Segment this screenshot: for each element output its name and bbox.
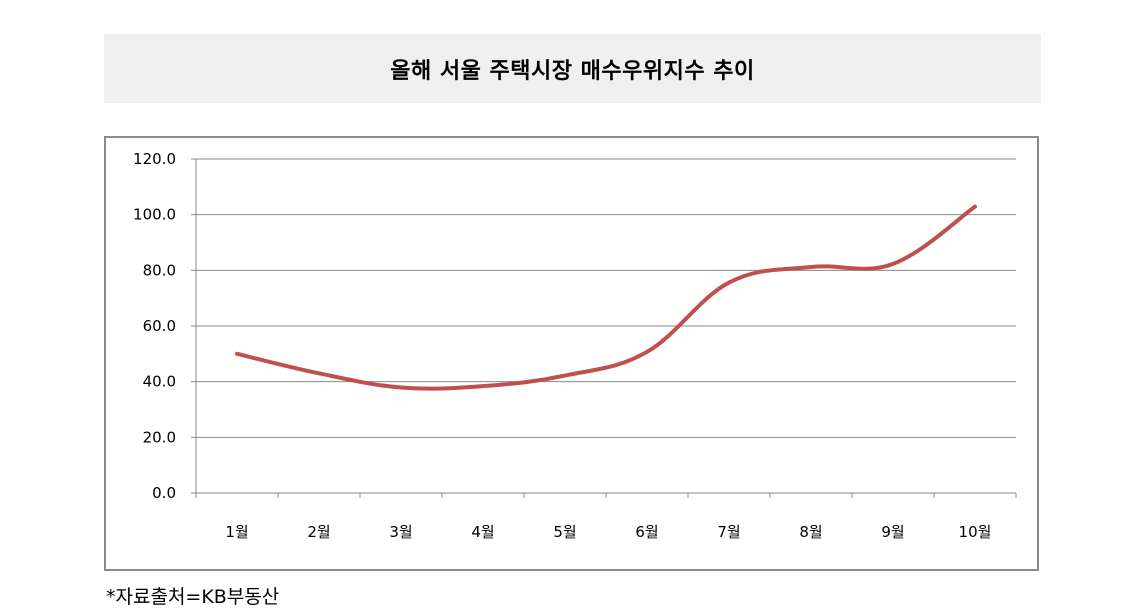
x-tick-label: 2월 (307, 523, 330, 541)
y-tick-label: 40.0 (143, 373, 176, 391)
line-chart: 0.0 20.0 40.0 60.0 80.0 100.0 120.0 1월 2월 3월 4월 5월 6… (133, 150, 1017, 541)
y-tick-label: 100.0 (133, 206, 176, 224)
y-tick-label: 120.0 (133, 150, 176, 168)
x-tick-label: 8월 (799, 523, 822, 541)
x-tick-label: 1월 (225, 523, 248, 541)
chart-frame: 0.0 20.0 40.0 60.0 80.0 100.0 120.0 1월 2월 3월 4월 5월 6… (104, 136, 1039, 571)
x-tick-label: 9월 (881, 523, 904, 541)
x-tick-label: 10월 (959, 523, 992, 541)
x-tick-label: 7월 (717, 523, 740, 541)
source-note: *자료출처=KB부동산 (106, 586, 280, 608)
y-tick-label: 0.0 (152, 484, 176, 502)
title-banner: 올해 서울 주택시장 매수우위지수 추이 (104, 34, 1041, 103)
x-tick-label: 4월 (471, 523, 494, 541)
y-tick-label: 60.0 (143, 317, 176, 335)
x-tick-label: 3월 (389, 523, 412, 541)
series-line (235, 204, 977, 391)
x-tick-label: 5월 (553, 523, 576, 541)
chart-title: 올해 서울 주택시장 매수우위지수 추이 (390, 58, 755, 84)
y-tick-label: 20.0 (143, 428, 176, 446)
x-tick-label: 6월 (635, 523, 658, 541)
y-tick-label: 80.0 (143, 261, 176, 279)
